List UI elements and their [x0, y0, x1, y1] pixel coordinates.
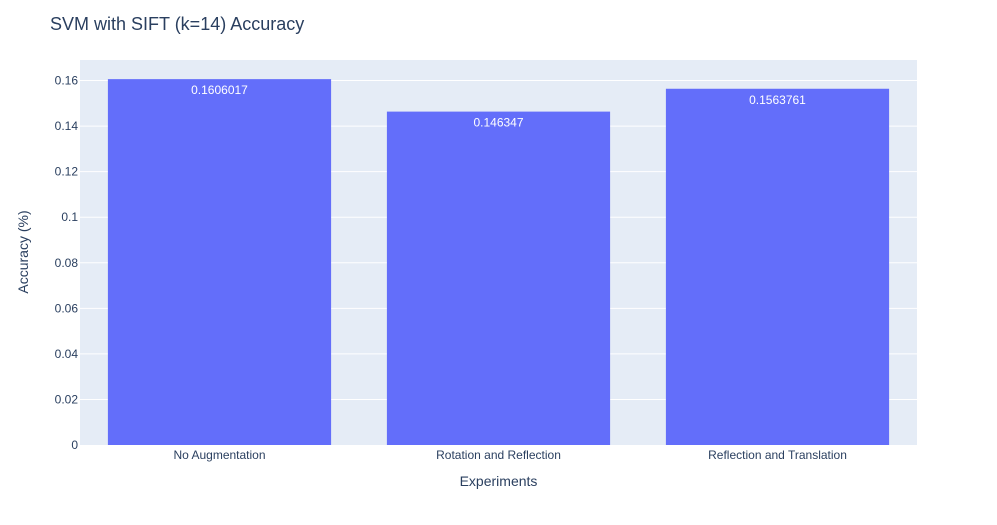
x-axis-ticks: No Augmentation Rotation and Reflection Re… [173, 448, 846, 462]
x-tick-label: Rotation and Reflection [436, 448, 561, 462]
y-tick-label: 0.12 [55, 165, 79, 179]
chart-title: SVM with SIFT (k=14) Accuracy [50, 14, 304, 34]
y-axis-title: Accuracy (%) [15, 210, 31, 293]
x-tick-label: No Augmentation [173, 448, 265, 462]
bars [107, 79, 890, 445]
bar-value-label: 0.1606017 [191, 83, 248, 97]
bar [665, 88, 890, 445]
y-tick-label: 0.1 [61, 210, 78, 224]
bar-value-labels: 0.1606017 0.146347 0.1563761 [191, 83, 806, 129]
bar-value-label: 0.1563761 [749, 93, 806, 107]
x-axis-title: Experiments [460, 473, 538, 489]
y-tick-label: 0.06 [55, 301, 79, 315]
y-tick-label: 0.02 [55, 392, 79, 406]
bar [386, 111, 611, 445]
y-axis-ticks: 0 0.02 0.04 0.06 0.08 0.1 0.12 0.14 0.16 [55, 74, 79, 452]
bar-value-label: 0.146347 [473, 116, 523, 130]
y-tick-label: 0 [71, 438, 78, 452]
y-tick-label: 0.08 [55, 256, 79, 270]
y-tick-label: 0.16 [55, 74, 79, 88]
bar [107, 79, 332, 445]
y-tick-label: 0.14 [55, 119, 79, 133]
y-tick-label: 0.04 [55, 347, 79, 361]
x-tick-label: Reflection and Translation [708, 448, 847, 462]
